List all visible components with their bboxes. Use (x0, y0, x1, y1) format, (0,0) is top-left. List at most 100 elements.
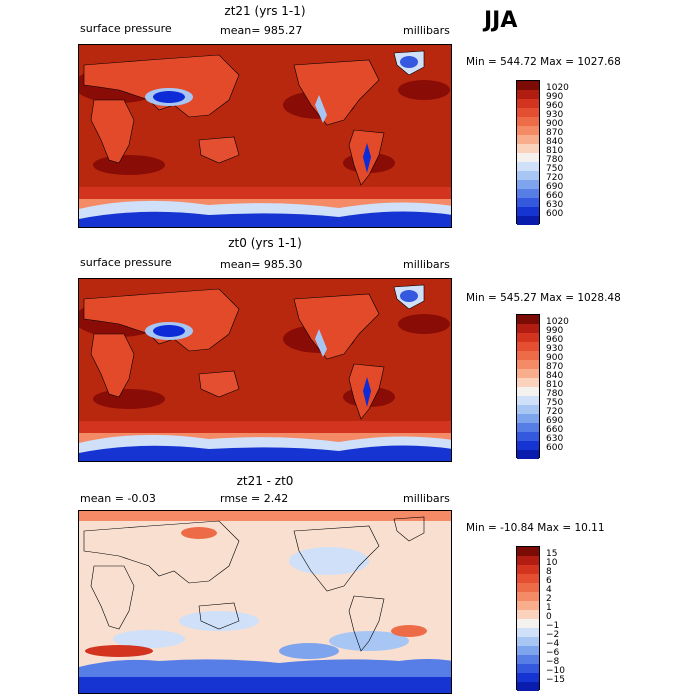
colorbar-swatch (517, 153, 539, 162)
colorbar-swatch (517, 601, 539, 610)
colorbar-swatch (517, 432, 539, 441)
panel3-colorbar (516, 546, 540, 691)
colorbar-swatch (517, 108, 539, 117)
panel3-title: zt21 - zt0 (236, 474, 294, 488)
colorbar-label: −10 (546, 666, 565, 676)
north-america (293, 59, 380, 126)
colorbar-swatch (517, 90, 539, 99)
colorbar-swatch (517, 180, 539, 189)
panel1-minmax: Min = 544.72 Max = 1027.68 (466, 56, 621, 68)
colorbar-label: 750 (546, 398, 564, 408)
australia (198, 370, 240, 398)
colorbar-label: 810 (546, 146, 564, 156)
colorbar-label: 870 (546, 362, 564, 372)
colorbar-swatch (517, 126, 539, 135)
colorbar-label: 720 (546, 407, 564, 417)
panel1-map (78, 44, 452, 228)
colorbar-swatch (517, 216, 539, 225)
africa (90, 333, 135, 398)
panel2-variable-label: surface pressure (80, 256, 172, 269)
colorbar-label: 690 (546, 416, 564, 426)
southern-band (79, 187, 451, 199)
positive-anomaly (85, 645, 153, 657)
panel1-units-label: millibars (403, 24, 450, 37)
colorbar-swatch (517, 664, 539, 673)
colorbar-swatch (517, 162, 539, 171)
africa (90, 99, 135, 164)
panel3-rmse-label: rmse = 2.42 (220, 492, 289, 505)
colorbar-swatch (517, 565, 539, 574)
colorbar-swatch (517, 135, 539, 144)
colorbar-swatch (517, 556, 539, 565)
colorbar-swatch (517, 144, 539, 153)
colorbar-label: −15 (546, 675, 565, 685)
colorbar-label: 840 (546, 137, 564, 147)
colorbar-label: −2 (546, 630, 560, 640)
positive-anomaly (181, 527, 217, 539)
australia-outline (198, 602, 240, 630)
colorbar-label: 840 (546, 371, 564, 381)
panel2-units-label: millibars (403, 258, 450, 271)
colorbar-label: 780 (546, 155, 564, 165)
north-america-outline (293, 525, 380, 592)
colorbar-swatch (517, 315, 539, 324)
colorbar-label: 15 (546, 549, 558, 559)
andes (363, 143, 371, 173)
high-pressure-cell (93, 389, 165, 409)
colorbar-swatch (517, 592, 539, 601)
panel3-units-label: millibars (403, 492, 450, 505)
rockies (315, 329, 327, 357)
panel2-colorbar (516, 314, 540, 459)
australia (198, 136, 240, 164)
colorbar-swatch (517, 351, 539, 360)
colorbar-label: 990 (546, 326, 564, 336)
panel3-minmax: Min = -10.84 Max = 10.11 (466, 522, 605, 534)
colorbar-swatch (517, 360, 539, 369)
colorbar-swatch (517, 198, 539, 207)
panel3-map-svg (79, 511, 451, 693)
antarctica-edge (79, 434, 451, 453)
panel3-mean-label: mean = -0.03 (80, 492, 156, 505)
colorbar-label: 10 (546, 558, 558, 568)
negative-anomaly (279, 643, 339, 659)
panel2-title: zt0 (yrs 1-1) (228, 236, 302, 250)
colorbar-swatch (517, 423, 539, 432)
colorbar-swatch (517, 387, 539, 396)
colorbar-swatch (517, 628, 539, 637)
colorbar-label: −1 (546, 621, 560, 631)
colorbar-swatch (517, 99, 539, 108)
colorbar-label: 630 (546, 200, 564, 210)
colorbar-swatch (517, 682, 539, 691)
colorbar-swatch (517, 333, 539, 342)
colorbar-swatch (517, 171, 539, 180)
colorbar-swatch (517, 378, 539, 387)
tibet-plateau-core (153, 325, 185, 337)
greenland-low (400, 56, 418, 68)
colorbar-swatch (517, 189, 539, 198)
colorbar-swatch (517, 342, 539, 351)
colorbar-label: 0 (546, 612, 552, 622)
panel2-map-svg (79, 279, 451, 461)
colorbar-label: 1020 (546, 83, 569, 93)
colorbar-swatch (517, 547, 539, 556)
colorbar-label: 960 (546, 101, 564, 111)
positive-anomaly (391, 625, 427, 637)
colorbar-swatch (517, 619, 539, 628)
colorbar-swatch (517, 450, 539, 459)
antarctica-edge (79, 200, 451, 219)
colorbar-label: 2 (546, 594, 552, 604)
colorbar-label: 8 (546, 567, 552, 577)
colorbar-swatch (517, 324, 539, 333)
colorbar-label: 990 (546, 92, 564, 102)
colorbar-swatch (517, 81, 539, 90)
colorbar-swatch (517, 646, 539, 655)
panel2-minmax: Min = 545.27 Max = 1028.48 (466, 292, 621, 304)
negative-anomaly (179, 611, 259, 631)
colorbar-label: 600 (546, 443, 564, 453)
season-label: JJA (484, 8, 518, 33)
southern-negative-band (79, 659, 451, 677)
negative-anomaly (289, 547, 369, 575)
panel1-variable-label: surface pressure (80, 22, 172, 35)
north-america (293, 293, 380, 360)
colorbar-label: 930 (546, 344, 564, 354)
